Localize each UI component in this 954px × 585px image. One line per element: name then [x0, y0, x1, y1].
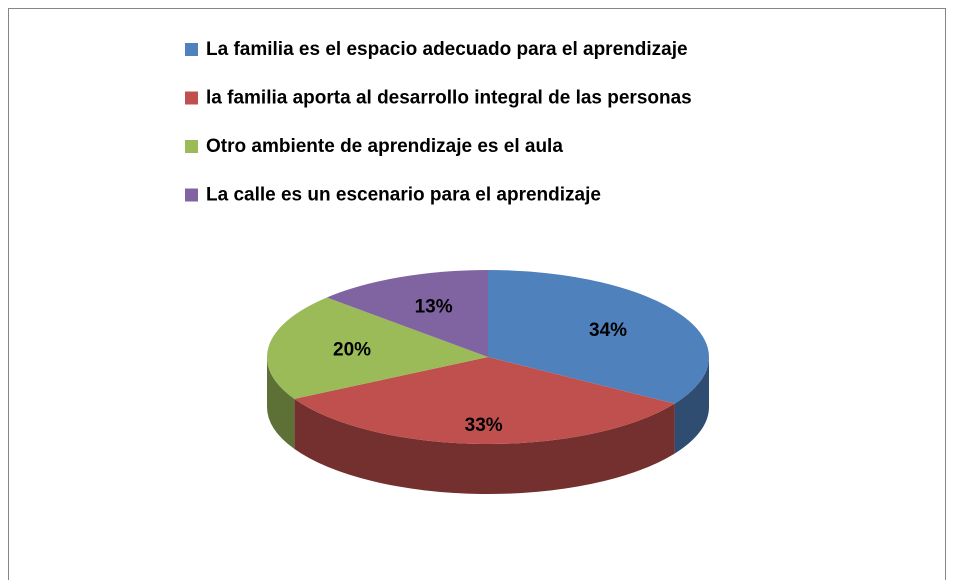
data-label: 13%: [415, 297, 453, 318]
slice-side: [267, 357, 295, 449]
legend-label: La familia es el espacio adecuado para e…: [206, 39, 688, 60]
slice: [294, 357, 675, 445]
legend-swatch: [185, 188, 198, 202]
legend-label: la familia aporta al desarrollo integral…: [206, 88, 692, 109]
slice-side: [294, 398, 675, 495]
slice: [326, 270, 488, 357]
legend-swatch: [185, 91, 198, 105]
slice: [267, 297, 488, 399]
slice: [488, 270, 710, 404]
data-label: 20%: [333, 339, 371, 360]
data-label: 34%: [589, 320, 627, 341]
legend-label: Otro ambiente de aprendizaje es el aula: [206, 136, 563, 157]
legend-swatch: [185, 43, 198, 56]
slice-side: [674, 357, 709, 454]
legend-label: La calle es un escenario para el aprendi…: [206, 185, 601, 206]
data-label: 33%: [465, 415, 503, 436]
legend-swatch: [185, 140, 198, 153]
